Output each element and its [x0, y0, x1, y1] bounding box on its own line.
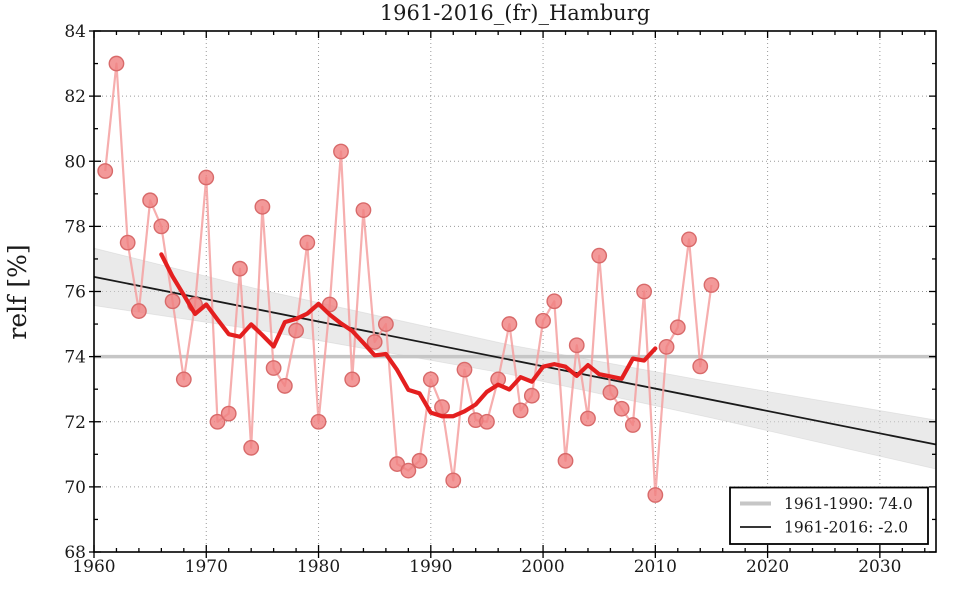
- data-point-1986: [377, 316, 394, 332]
- data-point-1972: [220, 405, 237, 422]
- data-point-1990: [422, 371, 439, 388]
- y-tick-label-84: 84: [64, 22, 86, 42]
- data-point-2010: [647, 487, 664, 503]
- data-point-1968: [175, 371, 192, 388]
- data-point-2008: [624, 417, 641, 433]
- data-point-2009: [636, 283, 653, 300]
- data-point-2002: [557, 452, 574, 469]
- y-tick-label-70: 70: [64, 478, 86, 498]
- legend-label-reference: 1961-1990: 74.0: [784, 495, 913, 513]
- y-tick-label-74: 74: [64, 348, 86, 368]
- data-point-1976: [265, 360, 282, 376]
- x-tick-label-1990: 1990: [409, 557, 452, 577]
- legend: 1961-1990: 74.0 1961-2016: -2.0: [729, 486, 929, 545]
- x-tick-label-1960: 1960: [72, 557, 115, 577]
- data-point-1977: [276, 378, 293, 394]
- data-point-1966: [153, 218, 170, 235]
- legend-label-trend: 1961-2016: -2.0: [784, 519, 908, 537]
- y-tick-label-78: 78: [64, 217, 86, 237]
- y-tick-label-68: 68: [64, 543, 86, 563]
- x-tick-label-2020: 2020: [746, 557, 789, 577]
- data-point-2007: [613, 400, 630, 417]
- trend-confidence-band: [93, 247, 937, 470]
- data-point-1978: [288, 322, 304, 339]
- data-point-1989: [411, 452, 428, 469]
- data-point-2006: [602, 384, 619, 401]
- x-tick-label-1970: 1970: [185, 557, 228, 577]
- x-tick-label-2030: 2030: [858, 557, 901, 577]
- data-point-2001: [546, 293, 563, 310]
- data-point-1975: [254, 198, 271, 215]
- y-tick-label-76: 76: [64, 283, 86, 303]
- data-point-2004: [580, 410, 596, 427]
- data-point-1983: [344, 371, 361, 388]
- x-tick-label-1980: 1980: [297, 557, 340, 577]
- data-point-1992: [445, 472, 462, 489]
- data-point-1980: [310, 413, 327, 430]
- data-point-1984: [355, 202, 372, 218]
- data-point-2003: [568, 337, 585, 354]
- data-point-1993: [456, 361, 473, 378]
- data-point-1997: [501, 316, 518, 332]
- data-point-1962: [108, 55, 125, 72]
- x-tick-label-2010: 2010: [634, 557, 677, 577]
- plot-area: 1960 1970 1980 1990 2000 2010 2020 2030 68 70 72 74…: [64, 22, 937, 577]
- data-point-1982: [333, 143, 349, 160]
- data-point-1967: [164, 293, 181, 310]
- data-point-2012: [669, 319, 686, 336]
- data-point-1971: [209, 413, 226, 430]
- chart-title: 1961-2016_(fr)_Hamburg: [380, 1, 650, 25]
- data-point-1979: [299, 234, 316, 251]
- data-point-2005: [591, 247, 608, 264]
- data-point-2014: [692, 358, 709, 375]
- data-point-1961: [97, 163, 114, 179]
- data-point-2011: [658, 338, 675, 355]
- data-point-1995: [479, 413, 495, 430]
- data-point-1998: [512, 402, 529, 419]
- data-point-1964: [131, 303, 147, 319]
- y-tick-label-82: 82: [64, 87, 86, 107]
- data-point-1970: [198, 169, 215, 186]
- data-point-1988: [400, 462, 417, 479]
- data-point-1973: [232, 260, 248, 277]
- x-tick-label-2000: 2000: [521, 557, 564, 577]
- data-point-1965: [142, 192, 159, 209]
- data-point-2015: [703, 277, 720, 293]
- data-point-2000: [535, 312, 551, 329]
- data-point-1985: [366, 334, 383, 350]
- y-tick-label-72: 72: [64, 413, 86, 433]
- 11yr-running-mean: [159, 252, 658, 419]
- legend-box: [729, 486, 929, 545]
- data-point-1999: [523, 387, 540, 404]
- data-point-1963: [119, 234, 136, 251]
- y-tick-label-80: 80: [64, 152, 86, 172]
- data-point-1991: [434, 399, 450, 415]
- data-point-1974: [243, 439, 260, 456]
- data-point-2013: [681, 231, 697, 248]
- y-axis-label: relf [%]: [3, 244, 32, 339]
